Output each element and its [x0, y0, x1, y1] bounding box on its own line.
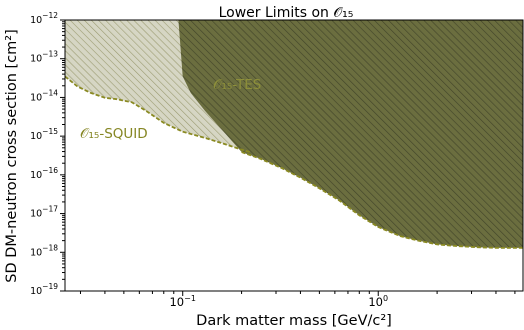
y-axis-label: SD DM-neutron cross section [cm²]: [4, 29, 20, 282]
x-tick-label: 10−1: [169, 294, 195, 309]
y-tick-label: 10−16: [30, 166, 58, 181]
x-axis-ticks: 10−1 100: [79, 291, 516, 309]
squid-region-label: 𝒪₁₅-SQUID: [80, 126, 148, 142]
plot-area: [65, 20, 523, 249]
y-tick-label: 10−17: [30, 205, 58, 220]
x-tick-label: 100: [368, 294, 388, 309]
y-tick-label: 10−19: [30, 282, 58, 297]
tes-region-label: 𝒪₁₅-TES: [213, 77, 261, 93]
tes-excluded-region: [178, 20, 523, 248]
y-tick-label: 10−18: [30, 243, 58, 258]
axes-frame: [64, 19, 524, 292]
y-tick-label: 10−12: [30, 11, 58, 26]
y-tick-label: 10−15: [30, 127, 58, 142]
y-axis-ticks: 10−19 10−18 10−17 10−16 10−15 10−14 10−13 10−12: [30, 11, 65, 297]
y-tick-label: 10−13: [30, 50, 58, 65]
tes-limit-line: [241, 151, 523, 249]
chart-title: Lower Limits on 𝒪₁₅: [219, 5, 354, 21]
x-axis-label: Dark matter mass [GeV/c²]: [196, 313, 392, 329]
squid-limit-line: [65, 75, 250, 153]
y-tick-label: 10−14: [30, 88, 58, 103]
